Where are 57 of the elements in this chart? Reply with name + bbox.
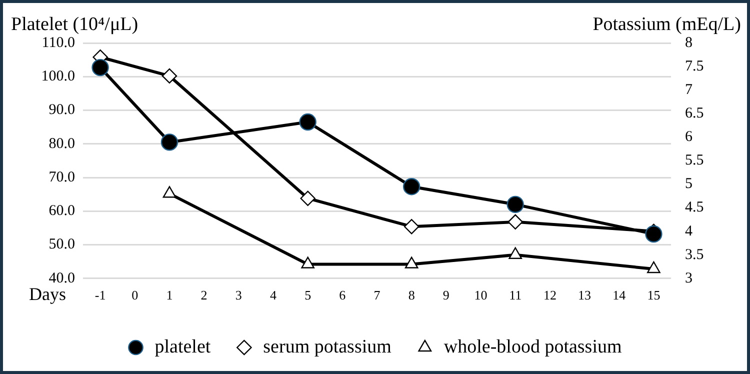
- x-axis-title: Days: [29, 284, 66, 304]
- point: [299, 113, 316, 131]
- x-tick-label: 12: [543, 288, 556, 303]
- y-tick-label: 60.0: [48, 203, 75, 220]
- legend-label: serum potassium: [263, 336, 392, 358]
- x-tick-label: 10: [474, 288, 488, 303]
- legend-label: platelet: [154, 336, 212, 358]
- y-tick-label: 80.0: [48, 136, 75, 152]
- x-tick-label: 14: [612, 288, 626, 303]
- point: [647, 261, 660, 274]
- y-tick-label: 90.0: [48, 102, 75, 118]
- x-tick-label: 1: [166, 288, 173, 303]
- y2-tick-label: 6.5: [685, 106, 704, 122]
- point: [92, 58, 109, 76]
- y-tick-label: 50.0: [48, 236, 75, 253]
- y2-axis-title: Potassium (mEq/L): [592, 14, 741, 35]
- point: [508, 247, 522, 259]
- x-tick-label: 2: [200, 288, 208, 303]
- point: [160, 134, 178, 151]
- x-tick-label: 15: [647, 288, 660, 303]
- y2-tick-label: 6: [685, 129, 693, 146]
- point: [404, 219, 420, 234]
- y2-tick-label: 3: [685, 270, 692, 286]
- point: [162, 68, 178, 84]
- point: [404, 256, 418, 268]
- x-tick-label: 0: [132, 288, 138, 303]
- point: [508, 214, 523, 230]
- y-tick-label: 110.0: [42, 34, 75, 51]
- x-tick-label: 9: [442, 288, 450, 303]
- y2-tick-label: 4: [685, 223, 693, 240]
- x-tick-label: -1: [94, 288, 106, 303]
- point: [162, 186, 176, 198]
- y-tick-label: 100.0: [41, 68, 75, 85]
- y-axis-title: Platelet (10⁴/μL): [11, 14, 138, 35]
- y-tick-label: 40.0: [48, 270, 75, 286]
- x-tick-label: 7: [374, 288, 381, 303]
- x-tick-label: 6: [339, 288, 346, 303]
- y2-tick-label: 7.5: [685, 58, 704, 74]
- y2-tick-label: 4.5: [685, 200, 704, 216]
- x-tick-label: 11: [509, 288, 522, 303]
- legend-label: whole-blood potassium: [444, 336, 622, 358]
- y2-tick-label: 5: [685, 176, 692, 192]
- y2-tick-label: 3.5: [685, 246, 704, 263]
- y2-tick-label: 8: [685, 34, 692, 51]
- point: [506, 196, 524, 214]
- x-tick-label: 3: [235, 288, 242, 303]
- y2-tick-label: 5.5: [685, 152, 704, 169]
- point: [402, 178, 420, 196]
- point: [645, 225, 662, 243]
- y2-tick-label: 7: [685, 82, 693, 98]
- x-tick-label: 8: [408, 288, 415, 303]
- y-tick-label: 70.0: [48, 169, 75, 186]
- x-tick-label: 4: [270, 288, 277, 303]
- x-tick-label: 5: [304, 288, 312, 303]
- point: [300, 190, 316, 206]
- x-tick-label: 13: [578, 288, 592, 303]
- point: [301, 256, 314, 268]
